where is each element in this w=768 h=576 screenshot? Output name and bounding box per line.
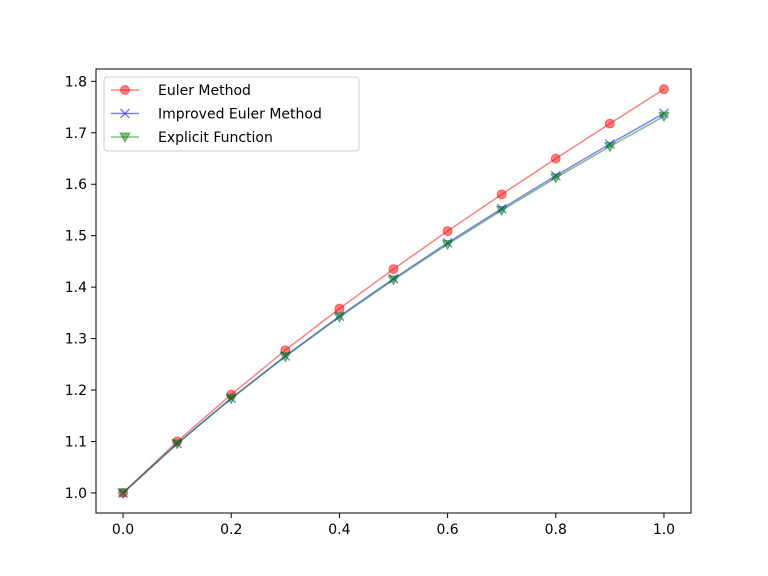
legend-marker — [120, 85, 130, 95]
data-point — [279, 352, 292, 363]
data-point — [442, 226, 453, 237]
data-point — [658, 111, 670, 123]
y-tick-label: 1.1 — [65, 434, 87, 450]
legend-label: Improved Euler Method — [158, 107, 322, 123]
axes: 0.0 0.2 0.4 0.6 0.8 1.0 1.0 1.1 1.2 1.3 1.4 1.5 1.6 1… — [65, 68, 692, 538]
data-point — [388, 264, 399, 275]
y-tick-label: 1.4 — [65, 280, 87, 296]
legend-box — [103, 76, 360, 152]
legend-entry-1: Improved Euler Method — [111, 107, 322, 123]
y-tick-label: 1.8 — [65, 74, 87, 90]
data-point — [334, 303, 345, 314]
x-tick-label: 0.4 — [328, 522, 350, 538]
legend-marker — [119, 132, 131, 144]
legend-marker — [119, 108, 131, 119]
data-point — [604, 118, 615, 129]
data-point — [225, 394, 238, 405]
series-2 — [117, 111, 670, 499]
y-tick-label: 1.7 — [65, 126, 87, 142]
data-point — [604, 142, 616, 153]
x-tick-label: 0.2 — [220, 522, 242, 538]
data-point — [387, 275, 400, 286]
y-tick-label: 1.2 — [65, 383, 87, 399]
legend-entry-0: Euler Method — [111, 83, 251, 99]
y-tick-label: 1.5 — [65, 229, 87, 245]
y-tick-label: 1.3 — [65, 332, 87, 348]
data-point — [550, 153, 561, 164]
plot-area — [117, 84, 670, 499]
data-point — [333, 312, 346, 324]
axes-frame — [95, 68, 692, 514]
data-point — [496, 189, 507, 200]
y-tick-label: 1.6 — [65, 177, 87, 193]
x-tick-label: 0.8 — [545, 522, 567, 538]
y-tick-label: 1.0 — [65, 486, 87, 502]
data-point — [441, 239, 454, 251]
legend-entry-2: Explicit Function — [111, 130, 273, 146]
data-point — [171, 439, 183, 450]
legend-label: Explicit Function — [158, 130, 273, 146]
x-tick-label: 0.0 — [112, 522, 134, 538]
data-point — [495, 205, 508, 217]
data-point — [117, 488, 129, 499]
legend-label: Euler Method — [158, 83, 251, 99]
data-point — [658, 84, 669, 95]
data-point — [549, 173, 562, 184]
x-tick-label: 1.0 — [653, 522, 675, 538]
x-tick-label: 0.6 — [436, 522, 458, 538]
legend: Euler Method Improved Euler Method Explici… — [103, 76, 360, 152]
